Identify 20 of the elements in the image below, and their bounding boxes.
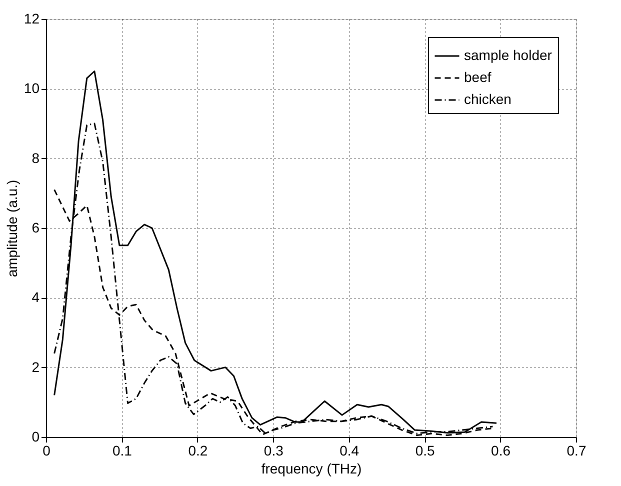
y-tick-label: 8 bbox=[32, 150, 40, 166]
x-tick-label: 0.4 bbox=[340, 442, 360, 458]
x-axis-title: frequency (THz) bbox=[261, 460, 362, 476]
y-tick-label: 12 bbox=[24, 10, 40, 26]
y-tick-label: 2 bbox=[32, 358, 40, 375]
x-tick-label: 0.2 bbox=[188, 442, 208, 458]
legend-label: beef bbox=[464, 69, 492, 85]
x-tick-label: 0 bbox=[42, 442, 51, 458]
x-tick-label: 0.5 bbox=[415, 442, 436, 458]
x-tick-label: 0.7 bbox=[566, 442, 586, 458]
y-tick-label: 10 bbox=[24, 80, 40, 96]
x-tick-label: 0.3 bbox=[264, 442, 284, 458]
x-tick-label: 0.1 bbox=[112, 442, 132, 458]
legend-label: sample holder bbox=[464, 47, 552, 63]
x-tick-label: 0.6 bbox=[491, 442, 511, 458]
y-axis-title: amplitude (a.u.) bbox=[4, 180, 20, 278]
y-tick-label: 0 bbox=[32, 428, 40, 444]
y-tick-label: 4 bbox=[32, 289, 40, 306]
legend-label: chicken bbox=[464, 91, 512, 107]
y-tick-label: 6 bbox=[32, 220, 40, 236]
